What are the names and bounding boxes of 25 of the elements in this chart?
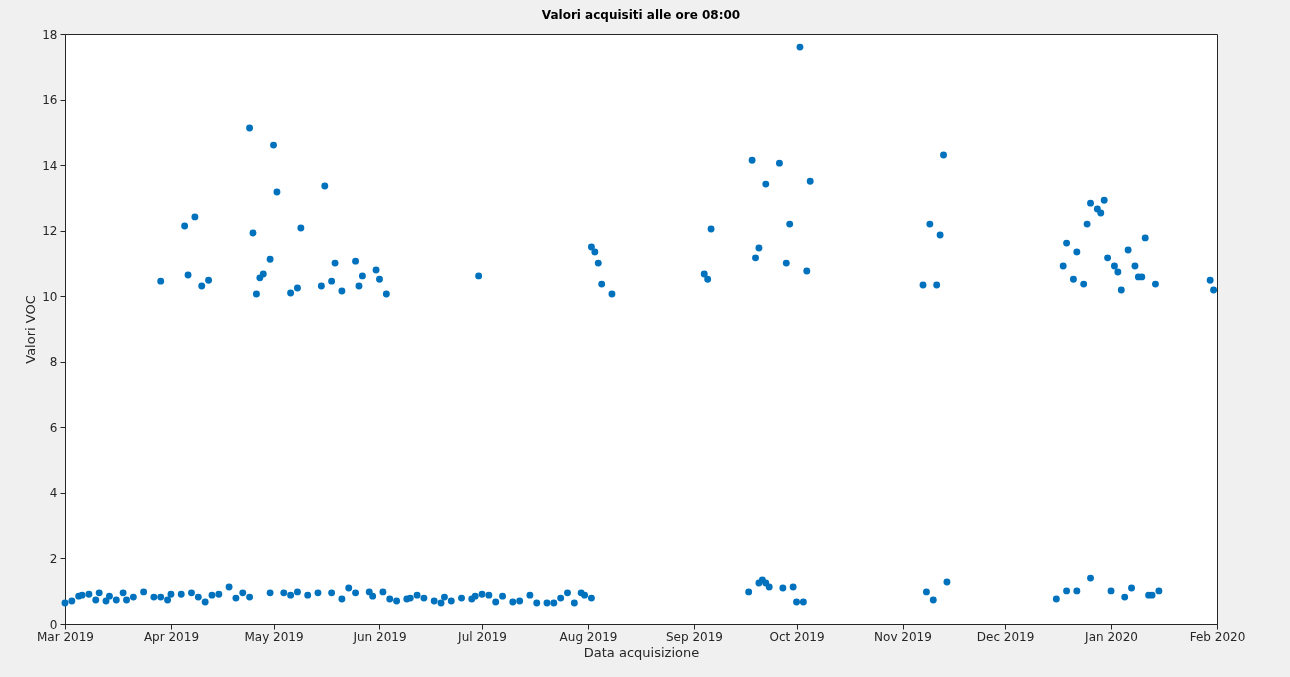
x-tick-label: Feb 2020 [1189, 629, 1246, 644]
x-tick-label: Dec 2019 [976, 629, 1035, 644]
x-tick-label: Jun 2019 [352, 629, 407, 644]
x-tick-label: Nov 2019 [874, 629, 932, 644]
y-tick-label: 4 [49, 486, 58, 501]
y-tick-label: 0 [49, 617, 58, 632]
x-tick-label: Apr 2019 [143, 629, 200, 644]
x-tick-label: Jul 2019 [457, 629, 507, 644]
y-tick-label: 18 [42, 27, 58, 42]
y-tick-label: 16 [42, 93, 58, 108]
y-tick-label: 8 [49, 355, 58, 370]
x-tick-label: Mar 2019 [37, 629, 94, 644]
x-tick-label: Aug 2019 [559, 629, 618, 644]
x-tick-label: Oct 2019 [769, 629, 825, 644]
y-tick-label: 2 [49, 551, 58, 566]
y-tick-label: 6 [49, 420, 58, 435]
x-tick-label: Sep 2019 [665, 629, 723, 644]
chart-title: Valori acquisiti alle ore 08:00 [541, 8, 741, 22]
y-tick-label: 10 [42, 289, 58, 304]
y-tick-label: 14 [42, 158, 58, 173]
y-tick-label: 12 [42, 224, 58, 239]
x-tick-label: Jan 2020 [1084, 629, 1138, 644]
x-axis-title: Data acquisizione [583, 644, 700, 660]
x-tick-label: May 2019 [244, 629, 304, 644]
y-axis-title: Valori VOC [23, 295, 39, 364]
